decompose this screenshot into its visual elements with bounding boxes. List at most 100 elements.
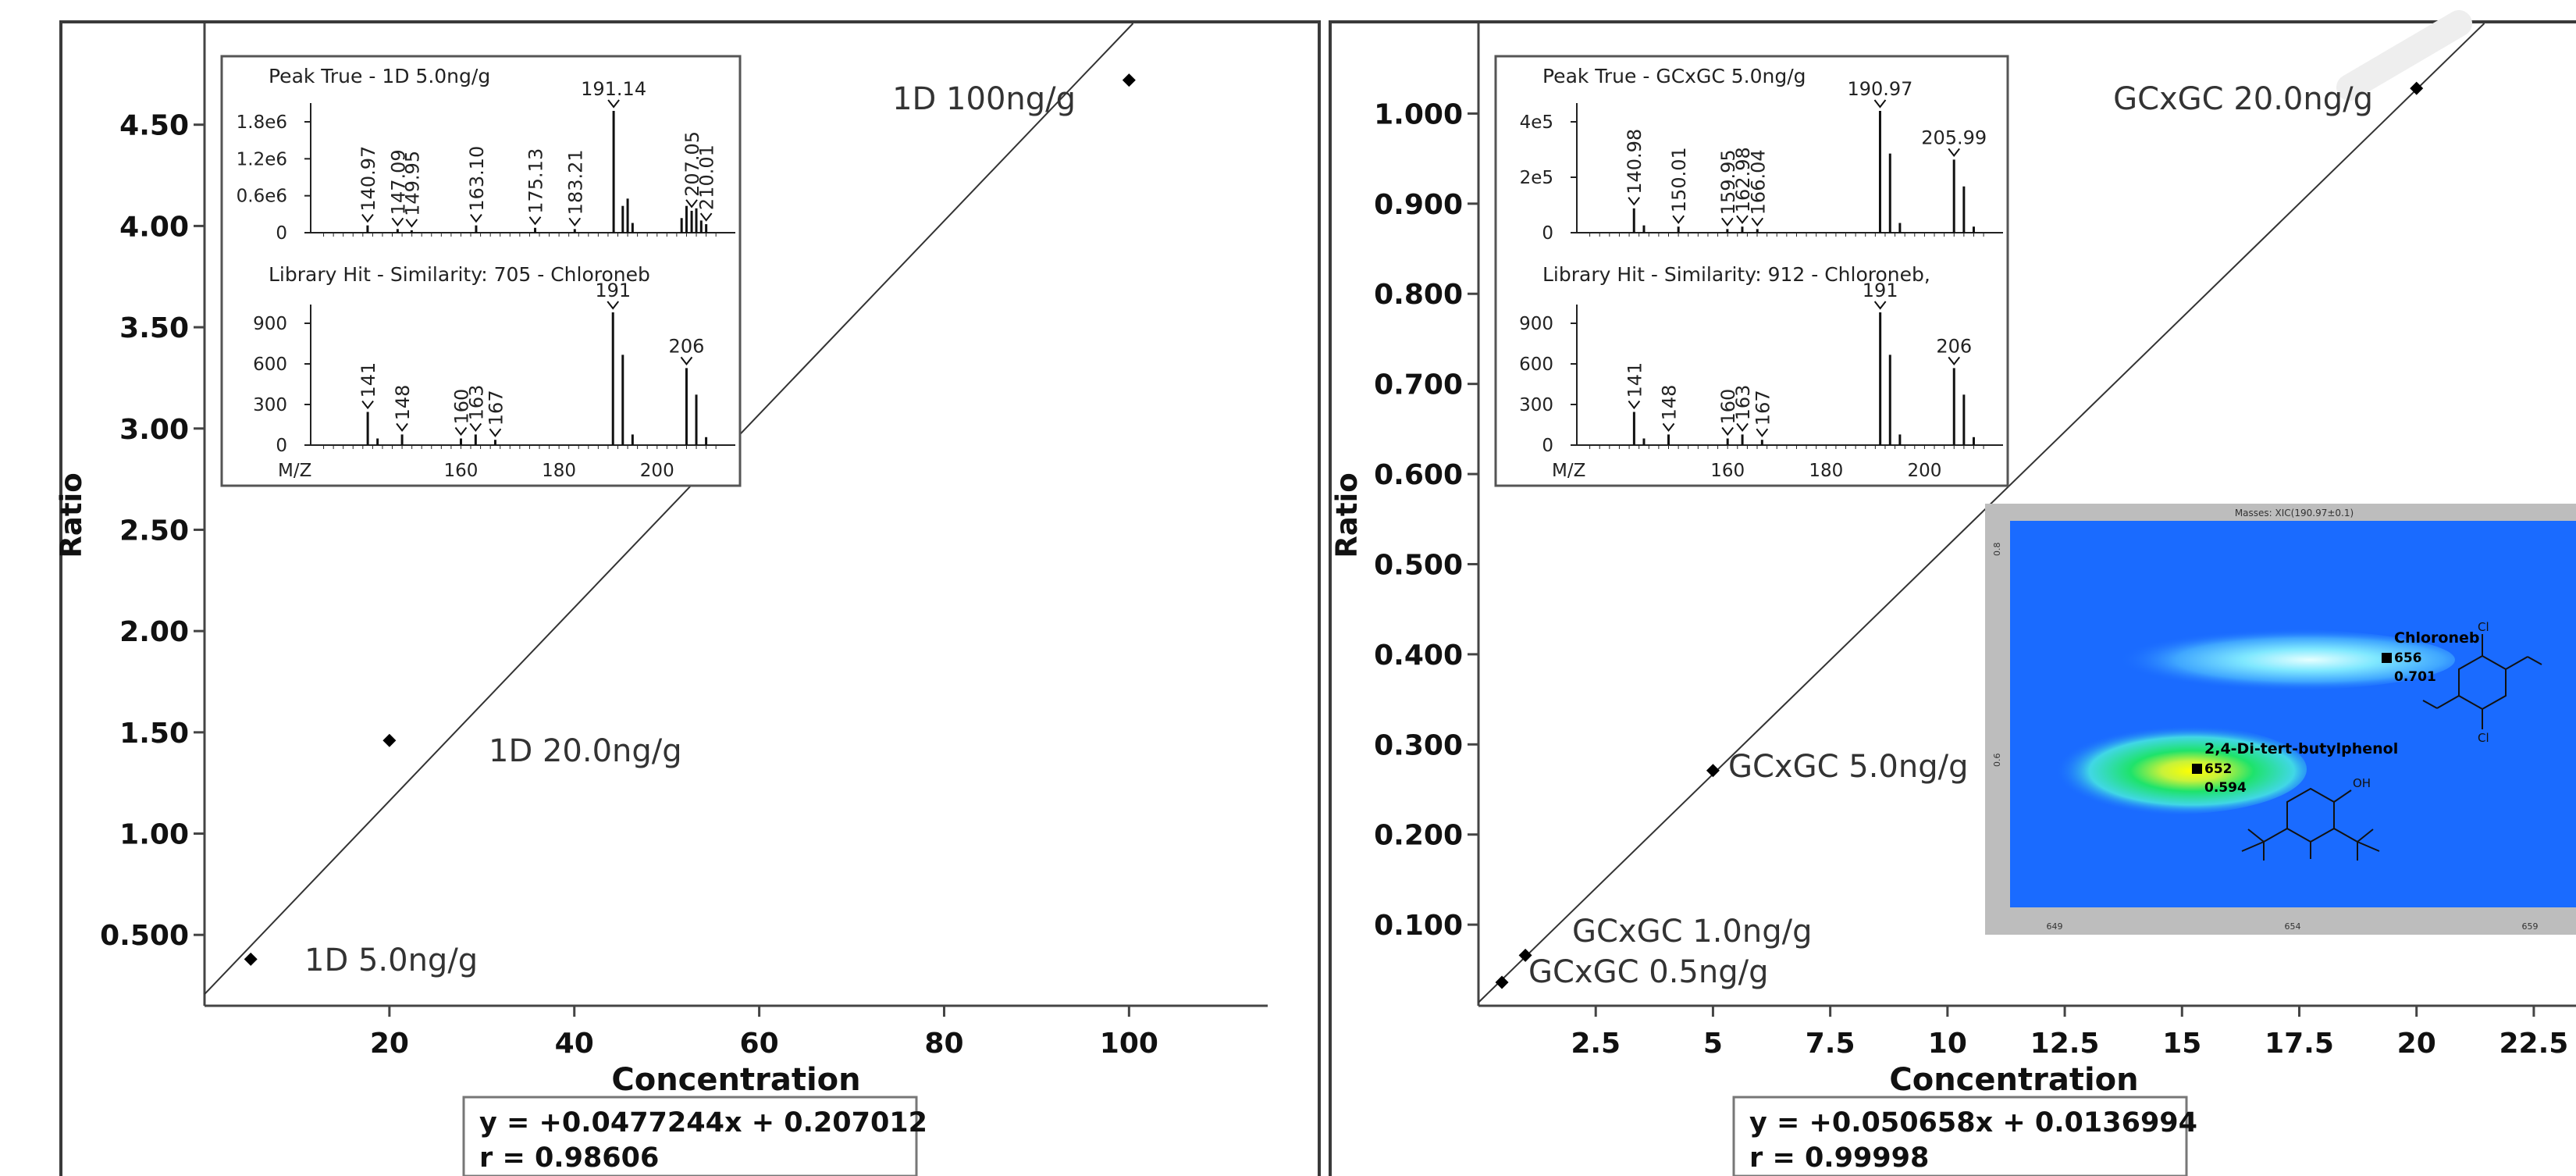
data-point (1518, 948, 1532, 962)
phenol-value-2: 0.594 (2204, 780, 2247, 796)
spectrum-y-tick-label: 0 (1542, 223, 1553, 244)
peak-label: 162.98 (1732, 147, 1754, 212)
spectrum-x-tick-label: 180 (1809, 461, 1843, 481)
peak-marker (1628, 197, 1641, 206)
spectrum-y-tick-label: 4e5 (1520, 112, 1553, 133)
peak-marker (699, 212, 713, 222)
right-mass-spectrum-inset: Peak True - GCxGC 5.0ng/g 4e5 2e5 0 140.98 15… (1494, 55, 2009, 487)
y-tick-label: 2.00 (119, 616, 189, 648)
chloroneb-name: Chloroneb (2394, 629, 2479, 647)
peak-marker (528, 216, 542, 226)
x-tick-label: 20 (2397, 1028, 2436, 1060)
left-x-axis-label: Concentration (611, 1062, 860, 1098)
peak-marker (607, 301, 620, 310)
peak-marker (568, 217, 582, 226)
x-tick-label: 7.5 (1806, 1028, 1856, 1060)
spectrum-y-tick-label: 2e5 (1520, 168, 1553, 188)
peak-label: 191 (595, 280, 631, 301)
chloroneb-marker (2382, 653, 2392, 663)
peak-label: 191.14 (581, 78, 646, 100)
y-tick-label: 1.50 (119, 718, 189, 750)
peak-label: 166.04 (1747, 149, 1769, 215)
spectrum-title: Library Hit - Similarity: 705 - Chlorone… (269, 263, 650, 286)
x-tick-label: 40 (555, 1028, 594, 1060)
y-tick-label: 0.500 (1374, 549, 1463, 581)
x-tick-label: 100 (1100, 1028, 1158, 1060)
left-equation-box (462, 1096, 918, 1176)
right-points: GCxGC 0.5ng/g GCxGC 1.0ng/g GCxGC 5.0ng/g G… (1495, 81, 2424, 990)
peak-label: 210.01 (696, 144, 718, 210)
right-x-axis-label: Concentration (1889, 1062, 2138, 1098)
left-y-ticks: 0.500 1.00 1.50 2.00 2.50 3.00 3.50 4.00 4.50 (100, 110, 205, 952)
peak-label: 206 (1936, 335, 1972, 357)
data-point (1495, 975, 1509, 989)
corner-decoration (2336, 10, 2472, 101)
phenol-peak (2033, 724, 2307, 814)
peak-marker (396, 422, 408, 433)
inset-frame (1494, 55, 2009, 487)
data-point-label: 1D 20.0ng/g (489, 733, 682, 769)
chloroneb-value-2: 0.701 (2394, 669, 2436, 685)
x-tick-label: 10 (1928, 1028, 1967, 1060)
data-point (382, 733, 397, 747)
y-tick-label: 0.700 (1374, 369, 1463, 401)
x-tick-label: 60 (740, 1028, 779, 1060)
spectrum-y-tick-label: 900 (1519, 314, 1553, 334)
right-panel-frame (1329, 20, 2576, 1176)
peak-marker (1756, 428, 1769, 437)
y-tick-label: 4.00 (119, 211, 189, 243)
x-tick-label: 17.5 (2265, 1028, 2334, 1060)
y-tick-label: 3.50 (119, 312, 189, 344)
peak-marker (361, 400, 374, 410)
y-tick-label: 3.00 (119, 414, 189, 446)
left-mass-spectrum-inset: Peak True - 1D 5.0ng/g 1.8e6 1.2e6 0.6e6 0 14… (220, 55, 742, 487)
x-tick-label: 22.5 (2500, 1028, 2569, 1060)
peak-marker (1736, 422, 1749, 433)
peak-label: 141 (1624, 362, 1646, 398)
peak-marker (680, 356, 693, 366)
left-fit-line (204, 23, 1134, 995)
y-tick-label: 0.400 (1374, 640, 1463, 672)
peak-label: 167 (485, 390, 507, 426)
peak-label: 207.05 (681, 131, 703, 197)
contour-y-tick: 0.8 (1992, 543, 2002, 557)
spectrum-y-tick-label: 0 (1542, 436, 1553, 456)
peak-marker (1948, 148, 1960, 158)
contour-title: Masses: XIC(190.97±0.1) (2235, 508, 2354, 519)
x-tick-label: 2.5 (1571, 1028, 1621, 1060)
chloroneb-peak (2073, 629, 2455, 691)
peak-label: 148 (392, 385, 414, 421)
spectrum-y-tick-label: 1.2e6 (237, 149, 287, 169)
peak-marker (469, 422, 482, 433)
left-r-value: r = 0.98606 (479, 1142, 659, 1174)
chart-right: 0.1000.2000.3000.4000.5000.6000.7000.800… (1330, 23, 2576, 1176)
spectrum-title: Library Hit - Similarity: 912 - Chlorone… (1542, 263, 1930, 286)
phenol-oh: OH (2353, 776, 2371, 790)
contour-plot-inset: Masses: XIC(190.97±0.1) 0.8 0.6 649 654 … (1985, 504, 2576, 935)
peak-marker (1672, 215, 1685, 224)
peak-marker (391, 217, 404, 226)
right-r-value: r = 0.99998 (1749, 1142, 1929, 1174)
peak-label: 147.09 (387, 149, 409, 215)
spectrum-x-tick-label: 200 (640, 461, 674, 481)
peak-marker (607, 99, 620, 109)
left-panel-frame (59, 20, 1321, 1176)
data-point-label: GCxGC 1.0ng/g (1572, 914, 1812, 950)
peak-marker (1873, 301, 1887, 310)
contour-x-tick: 654 (2285, 921, 2301, 932)
x-tick-label: 12.5 (2030, 1028, 2100, 1060)
peak-marker (1873, 99, 1887, 109)
y-tick-label: 0.800 (1374, 279, 1463, 311)
peak-label: 148 (1659, 385, 1681, 421)
chloroneb-structure (2422, 634, 2542, 729)
y-tick-label: 0.200 (1374, 820, 1463, 852)
spectrum-y-tick-label: 600 (253, 355, 287, 375)
spectrum-y-tick-label: 0 (276, 223, 287, 244)
data-point (1706, 764, 1720, 778)
peak-label: 167 (1752, 390, 1774, 426)
left-y-axis-label: Ratio (55, 472, 88, 558)
contour-x-tick: 659 (2522, 921, 2539, 932)
x-tick-label: 5 (1703, 1028, 1723, 1060)
peak-marker (454, 426, 468, 437)
